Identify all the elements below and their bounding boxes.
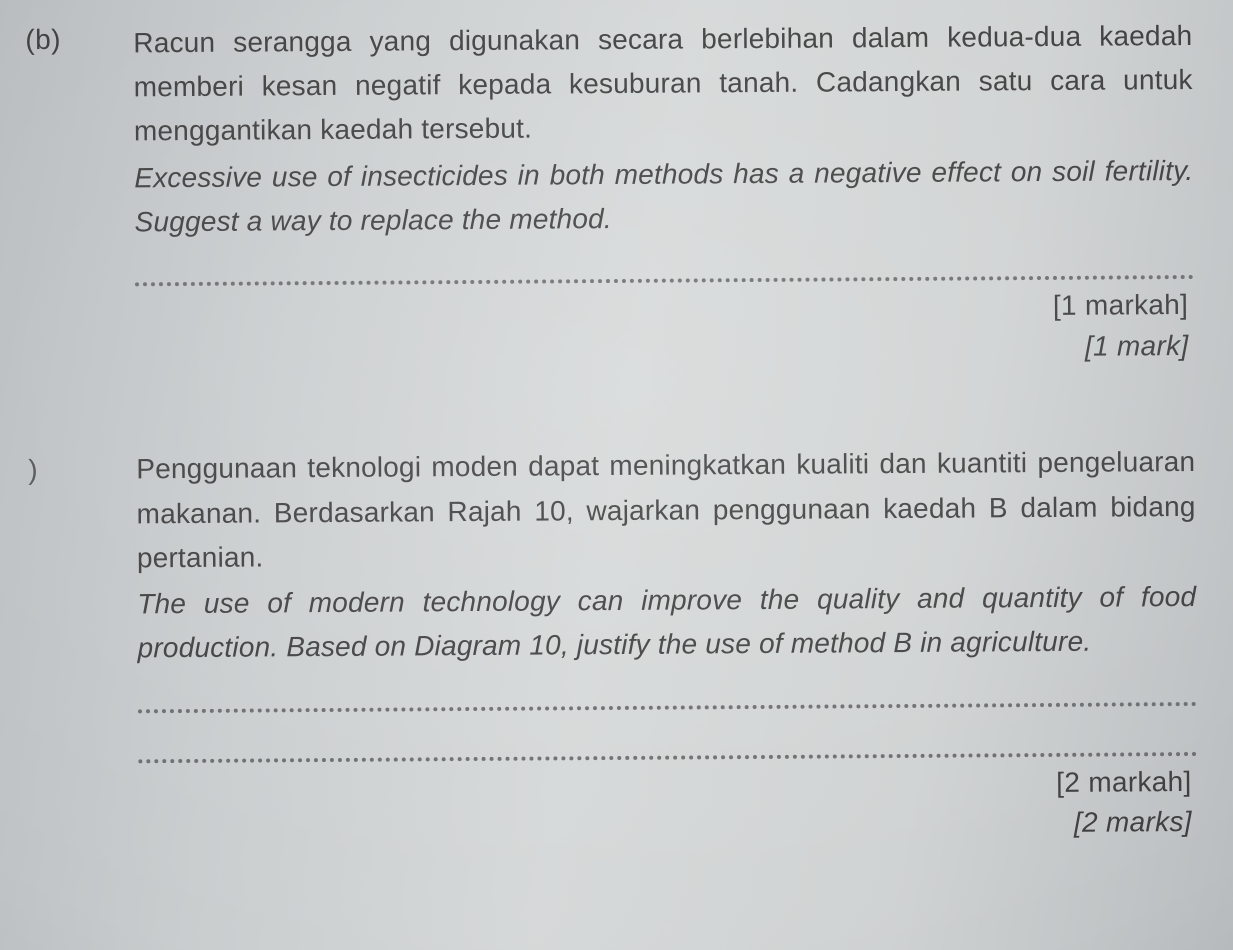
marks-c-english: [2 marks] — [139, 802, 1192, 850]
question-c-text-english: The use of modern technology can improve… — [137, 575, 1197, 671]
exam-page: (b) Racun serangga yang digunakan secara… — [0, 0, 1233, 851]
spacer — [138, 711, 1197, 752]
answer-line-b — [135, 275, 1194, 286]
question-b-row: (b) Racun serangga yang digunakan secara… — [25, 14, 1194, 374]
question-b-label: (b) — [25, 21, 133, 56]
answer-line-c-1 — [138, 701, 1197, 712]
question-c-label: ) — [28, 448, 136, 487]
question-c-body: Penggunaan teknologi moden dapat meningk… — [136, 440, 1198, 850]
marks-b-english: [1 mark] — [135, 326, 1188, 374]
question-b-text-malay: Racun serangga yang digunakan secara ber… — [133, 14, 1193, 154]
question-b-body: Racun serangga yang digunakan secara ber… — [133, 14, 1194, 374]
marks-b: [1 markah] [1 mark] — [135, 285, 1195, 374]
marks-c: [2 markah] [2 marks] — [138, 761, 1198, 850]
answer-line-c-2 — [138, 751, 1197, 762]
question-c-text-malay: Penggunaan teknologi moden dapat meningk… — [136, 440, 1196, 580]
question-c-row: ) Penggunaan teknologi moden dapat menin… — [28, 440, 1198, 850]
spacer — [28, 366, 1195, 448]
question-b-text-english: Excessive use of insecticides in both me… — [134, 149, 1194, 245]
